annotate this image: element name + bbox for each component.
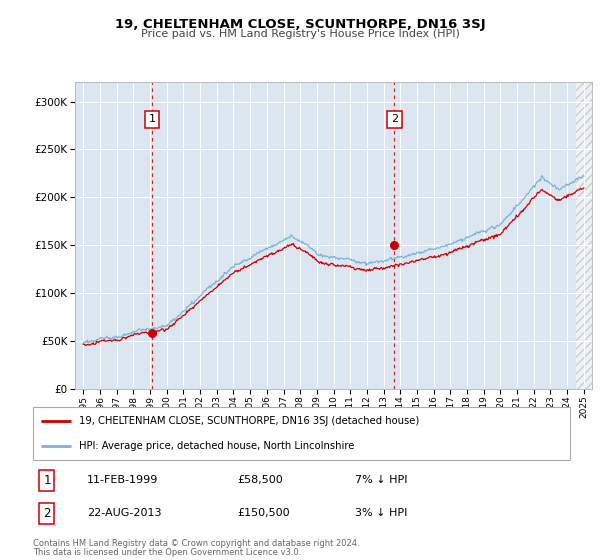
Text: 19, CHELTENHAM CLOSE, SCUNTHORPE, DN16 3SJ: 19, CHELTENHAM CLOSE, SCUNTHORPE, DN16 3… [115,18,485,31]
Text: HPI: Average price, detached house, North Lincolnshire: HPI: Average price, detached house, Nort… [79,441,354,451]
Text: £150,500: £150,500 [237,508,290,519]
Text: 1: 1 [43,474,51,487]
Text: 2: 2 [391,114,398,124]
Text: 7% ↓ HPI: 7% ↓ HPI [355,475,408,486]
Text: This data is licensed under the Open Government Licence v3.0.: This data is licensed under the Open Gov… [33,548,301,557]
Text: 2: 2 [43,507,51,520]
FancyBboxPatch shape [33,407,570,460]
Text: 3% ↓ HPI: 3% ↓ HPI [355,508,407,519]
Text: 11-FEB-1999: 11-FEB-1999 [87,475,158,486]
Polygon shape [575,82,592,389]
Text: 1: 1 [149,114,155,124]
Text: £58,500: £58,500 [237,475,283,486]
Text: Price paid vs. HM Land Registry's House Price Index (HPI): Price paid vs. HM Land Registry's House … [140,29,460,39]
Text: Contains HM Land Registry data © Crown copyright and database right 2024.: Contains HM Land Registry data © Crown c… [33,539,359,548]
Text: 19, CHELTENHAM CLOSE, SCUNTHORPE, DN16 3SJ (detached house): 19, CHELTENHAM CLOSE, SCUNTHORPE, DN16 3… [79,417,419,427]
Text: 22-AUG-2013: 22-AUG-2013 [87,508,161,519]
